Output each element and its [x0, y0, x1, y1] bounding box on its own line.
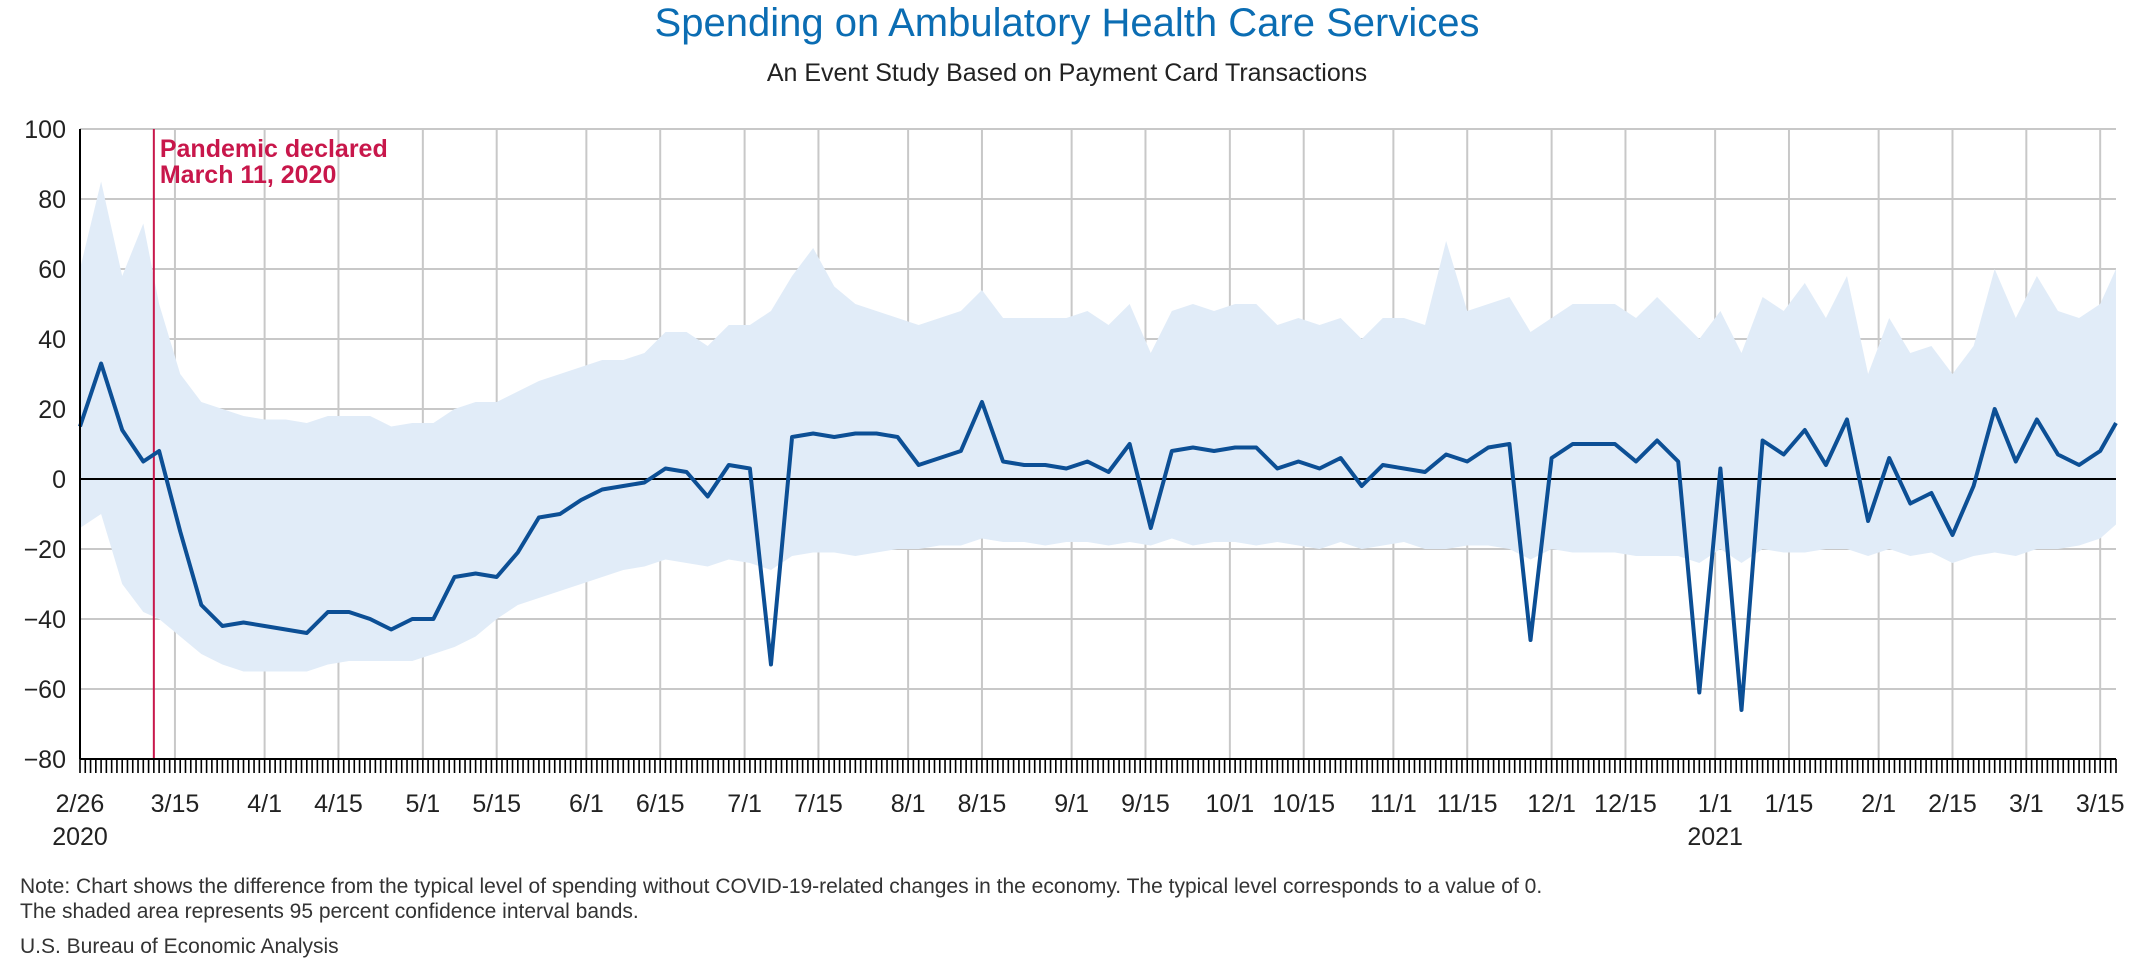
x-tick-label: 5/15	[472, 790, 521, 818]
x-tick-label: 4/15	[314, 790, 363, 818]
event-label-line2: March 11, 2020	[160, 161, 337, 189]
chart-title: Spending on Ambulatory Health Care Servi…	[654, 1, 1480, 45]
axis-layer: 100 80 60 40 20 0 −20 −40 −60 −80 2/26 2020 3/15 4/1 4…	[24, 116, 2125, 851]
x-tick-label: 7/1	[727, 790, 762, 818]
x-tick-label: 9/15	[1121, 790, 1170, 818]
x-tick-label: 4/1	[247, 790, 282, 818]
y-tick-label: −80	[24, 746, 66, 774]
x-tick-label: 5/1	[405, 790, 440, 818]
x-tick-label: 3/15	[2076, 790, 2125, 818]
y-tick-label: −20	[24, 536, 66, 564]
y-tick-label: 20	[38, 396, 66, 424]
x-tick-label: 2/26	[56, 790, 105, 818]
x-tick-label: 2/15	[1928, 790, 1977, 818]
series-line	[78, 361, 2118, 712]
x-tick-label: 9/1	[1054, 790, 1089, 818]
x-tick-label: 1/1	[1698, 790, 1733, 818]
x-tick-label: 12/15	[1594, 790, 1657, 818]
chart-note-line1: Note: Chart shows the difference from th…	[20, 875, 1543, 898]
x-tick-label: 1/15	[1765, 790, 1814, 818]
y-tick-label: 0	[52, 466, 66, 494]
y-tick-label: −40	[24, 606, 66, 634]
x-tick-label: 2/1	[1861, 790, 1896, 818]
y-tick-label: 60	[38, 256, 66, 284]
x-tick-label: 11/1	[1370, 790, 1417, 818]
x-tick-label: 6/1	[569, 790, 604, 818]
confidence-band	[80, 181, 2116, 672]
y-tick-label: 40	[38, 326, 66, 354]
source-credit: U.S. Bureau of Economic Analysis	[20, 935, 339, 958]
x-tick-label: 3/15	[151, 790, 200, 818]
x-year-label: 2020	[52, 823, 108, 851]
x-tick-label: 3/1	[2009, 790, 2044, 818]
x-tick-label: 6/15	[636, 790, 685, 818]
chart-note-line2: The shaded area represents 95 percent co…	[20, 900, 639, 923]
x-tick-label: 10/1	[1206, 790, 1255, 818]
y-tick-label: 80	[38, 186, 66, 214]
x-tick-label: 12/1	[1527, 790, 1576, 818]
x-tick-label: 11/15	[1437, 790, 1498, 818]
x-minor-ticks	[79, 759, 2117, 773]
event-label-line1: Pandemic declared	[160, 135, 388, 163]
chart-subtitle: An Event Study Based on Payment Card Tra…	[766, 59, 1368, 87]
y-tick-label: −60	[24, 676, 66, 704]
x-tick-label: 8/15	[958, 790, 1007, 818]
x-tick-label: 7/15	[794, 790, 843, 818]
y-tick-label: 100	[24, 116, 66, 144]
x-year-label: 2021	[1687, 823, 1743, 851]
x-tick-label: 8/1	[891, 790, 926, 818]
x-tick-label: 10/15	[1272, 790, 1335, 818]
